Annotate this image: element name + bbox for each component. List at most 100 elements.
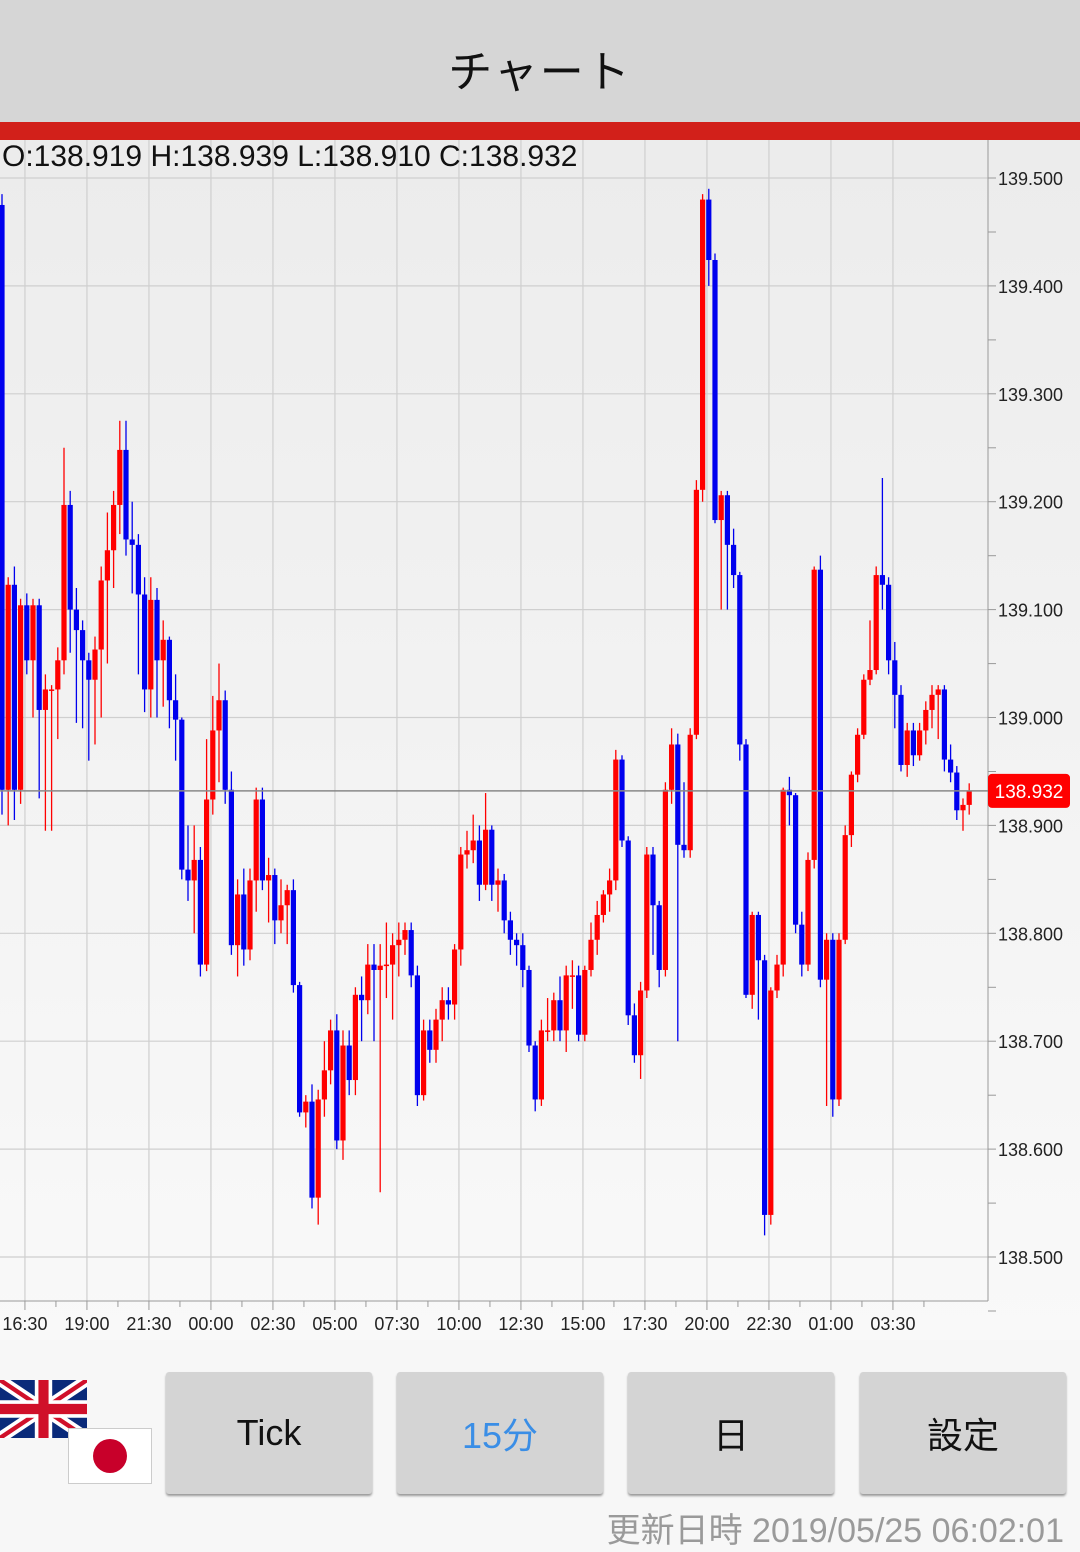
candle-body bbox=[687, 734, 693, 851]
candle bbox=[396, 922, 402, 977]
candle bbox=[563, 965, 569, 1052]
candle bbox=[886, 577, 892, 675]
japan-flag-icon bbox=[68, 1428, 152, 1484]
ohlc-readout: O:138.919 H:138.939 L:138.910 C:138.932 bbox=[2, 140, 578, 173]
candle bbox=[638, 981, 644, 1079]
candle-body bbox=[117, 449, 123, 505]
candle-body bbox=[824, 939, 830, 980]
candle-body bbox=[173, 700, 179, 720]
candle-body bbox=[377, 965, 383, 970]
candle-body bbox=[365, 964, 371, 1001]
settings-button[interactable]: 設定 bbox=[860, 1372, 1066, 1494]
candle bbox=[917, 722, 923, 761]
updated-timestamp: 更新日時 2019/05/25 06:02:01 bbox=[606, 1512, 1064, 1550]
candle bbox=[303, 1095, 309, 1128]
candle-body bbox=[67, 504, 73, 610]
candle bbox=[904, 722, 910, 777]
candle-body bbox=[439, 1000, 445, 1020]
candle-body bbox=[948, 759, 954, 773]
candle bbox=[613, 749, 619, 891]
candle-body bbox=[712, 260, 718, 521]
candle-body bbox=[749, 914, 755, 995]
candle bbox=[861, 674, 867, 740]
candle bbox=[551, 992, 557, 1042]
candle-body bbox=[892, 660, 898, 695]
candle bbox=[371, 944, 377, 1042]
candle-body bbox=[514, 939, 520, 946]
candle bbox=[241, 868, 247, 966]
candle-body bbox=[563, 975, 569, 1031]
candle-body bbox=[11, 584, 17, 790]
candle-body bbox=[873, 575, 879, 671]
candle bbox=[235, 879, 241, 977]
candle-body bbox=[805, 859, 811, 965]
candle bbox=[297, 981, 303, 1117]
candle-body bbox=[216, 700, 222, 731]
candle-body bbox=[191, 859, 197, 881]
tick-button[interactable]: Tick bbox=[166, 1372, 372, 1494]
candle-body bbox=[321, 1070, 327, 1100]
candle-body bbox=[662, 789, 668, 970]
candle-body bbox=[551, 1000, 557, 1031]
candle bbox=[352, 987, 358, 1096]
candle-body bbox=[142, 594, 148, 690]
candle-body bbox=[576, 975, 582, 1035]
candle-body bbox=[197, 859, 203, 965]
candle bbox=[879, 477, 885, 610]
candle-body bbox=[266, 875, 272, 881]
candle bbox=[210, 695, 216, 815]
15min-button[interactable]: 15分 bbox=[397, 1372, 603, 1494]
candle-body bbox=[346, 1045, 352, 1081]
candle-body bbox=[476, 840, 482, 885]
candle bbox=[346, 1030, 352, 1096]
candle bbox=[681, 782, 687, 858]
candle bbox=[340, 1030, 346, 1160]
candle bbox=[830, 933, 836, 1117]
candle bbox=[290, 879, 296, 993]
candle-body bbox=[557, 1000, 563, 1031]
candle bbox=[452, 944, 458, 1020]
candle-body bbox=[532, 1045, 538, 1100]
candle bbox=[470, 814, 476, 864]
candle bbox=[687, 728, 693, 858]
candle-body bbox=[848, 774, 854, 836]
x-tick-label: 10:00 bbox=[436, 1314, 481, 1334]
candle bbox=[216, 663, 222, 783]
candle bbox=[247, 868, 253, 961]
candle bbox=[148, 577, 154, 718]
candle-body bbox=[408, 930, 414, 976]
candle-body bbox=[755, 914, 761, 961]
candle bbox=[104, 512, 110, 664]
candle-body bbox=[910, 730, 916, 756]
candle bbox=[483, 793, 489, 891]
candle-body bbox=[842, 835, 848, 940]
candle bbox=[36, 598, 42, 799]
candle bbox=[427, 1019, 433, 1063]
candle bbox=[619, 755, 625, 847]
candlestick-chart[interactable]: 139.500 139.400 139.300 139.200 139.100 139.0… bbox=[0, 140, 1080, 1340]
daily-button-label: 日 bbox=[712, 1415, 749, 1456]
candle-body bbox=[898, 694, 904, 765]
candle-body bbox=[607, 880, 613, 895]
candle bbox=[377, 944, 383, 1193]
candle-body bbox=[42, 689, 48, 710]
candle-body bbox=[830, 939, 836, 1100]
candle-body bbox=[359, 994, 365, 1001]
candle bbox=[390, 933, 396, 1020]
daily-button[interactable]: 日 bbox=[628, 1372, 834, 1494]
candle-body bbox=[786, 789, 792, 796]
candle-body bbox=[371, 964, 377, 970]
candle-body bbox=[18, 605, 24, 790]
candle bbox=[731, 528, 737, 589]
candle bbox=[166, 636, 172, 729]
candle-body bbox=[817, 569, 823, 980]
candle-body bbox=[545, 1030, 551, 1032]
candle bbox=[73, 588, 79, 723]
candle bbox=[328, 1019, 334, 1085]
candle bbox=[892, 641, 898, 729]
candle-body bbox=[656, 905, 662, 970]
candle bbox=[458, 846, 464, 966]
candle bbox=[0, 194, 5, 815]
candle-body bbox=[935, 689, 941, 695]
candle bbox=[24, 593, 30, 675]
